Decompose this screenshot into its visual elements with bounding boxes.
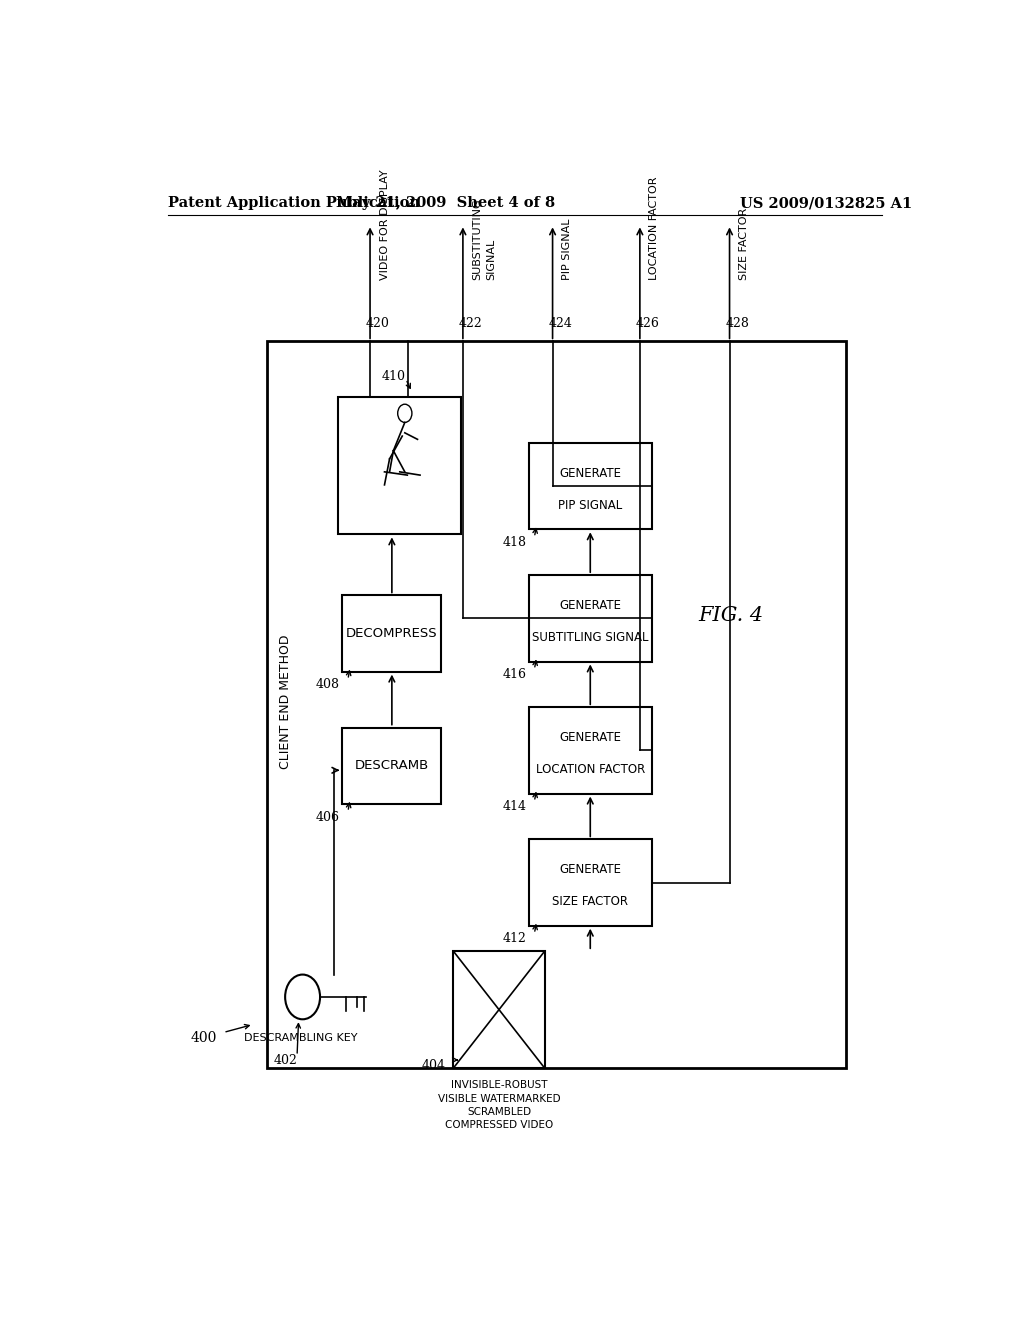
Text: 410: 410 <box>382 371 406 383</box>
Text: GENERATE: GENERATE <box>559 599 622 612</box>
Text: May 21, 2009  Sheet 4 of 8: May 21, 2009 Sheet 4 of 8 <box>336 197 555 210</box>
Text: VIDEO FOR DISPLAY: VIDEO FOR DISPLAY <box>380 170 389 280</box>
Text: LOCATION FACTOR: LOCATION FACTOR <box>536 763 645 776</box>
Text: 418: 418 <box>503 536 526 549</box>
Text: PIP SIGNAL: PIP SIGNAL <box>558 499 623 512</box>
Text: 400: 400 <box>190 1031 217 1044</box>
Text: COMPRESSED VIDEO: COMPRESSED VIDEO <box>444 1119 553 1130</box>
Text: DESCRAMBLING KEY: DESCRAMBLING KEY <box>245 1032 357 1043</box>
Text: US 2009/0132825 A1: US 2009/0132825 A1 <box>740 197 912 210</box>
Text: DESCRAMB: DESCRAMB <box>354 759 429 772</box>
Text: SIZE FACTOR: SIZE FACTOR <box>552 895 629 908</box>
Text: GENERATE: GENERATE <box>559 731 622 744</box>
Text: 408: 408 <box>315 678 340 692</box>
Text: PIP SIGNAL: PIP SIGNAL <box>562 219 572 280</box>
Bar <box>528 576 652 661</box>
Text: VISIBLE WATERMARKED: VISIBLE WATERMARKED <box>437 1093 560 1104</box>
Text: GENERATE: GENERATE <box>559 863 622 876</box>
Text: 414: 414 <box>503 800 526 813</box>
Text: DECOMPRESS: DECOMPRESS <box>346 627 437 640</box>
Text: 412: 412 <box>503 932 526 945</box>
Text: SUBTITLING SIGNAL: SUBTITLING SIGNAL <box>532 631 648 644</box>
Bar <box>528 444 652 529</box>
Text: 426: 426 <box>636 317 659 330</box>
Text: 404: 404 <box>422 1059 445 1072</box>
Bar <box>528 840 652 925</box>
Text: SIZE FACTOR: SIZE FACTOR <box>739 209 750 280</box>
Bar <box>342 595 441 672</box>
Text: 424: 424 <box>549 317 572 330</box>
Text: Patent Application Publication: Patent Application Publication <box>168 197 420 210</box>
Text: CLIENT END METHOD: CLIENT END METHOD <box>279 635 292 770</box>
Text: 428: 428 <box>726 317 750 330</box>
Text: SCRAMBLED: SCRAMBLED <box>467 1106 531 1117</box>
Text: 416: 416 <box>503 668 526 681</box>
Text: FIG. 4: FIG. 4 <box>698 606 764 626</box>
Bar <box>267 342 846 1068</box>
Bar <box>338 397 462 535</box>
Bar <box>454 952 545 1068</box>
Text: SUBSTITUTING: SUBSTITUTING <box>472 199 482 280</box>
Text: INVISIBLE-ROBUST: INVISIBLE-ROBUST <box>451 1080 547 1090</box>
Bar <box>342 727 441 804</box>
Text: 402: 402 <box>273 1055 297 1068</box>
Text: 422: 422 <box>459 317 482 330</box>
Text: 406: 406 <box>315 810 340 824</box>
Text: SIGNAL: SIGNAL <box>486 239 497 280</box>
Text: LOCATION FACTOR: LOCATION FACTOR <box>649 177 659 280</box>
Text: GENERATE: GENERATE <box>559 467 622 479</box>
Text: 420: 420 <box>367 317 390 330</box>
Bar <box>528 708 652 793</box>
